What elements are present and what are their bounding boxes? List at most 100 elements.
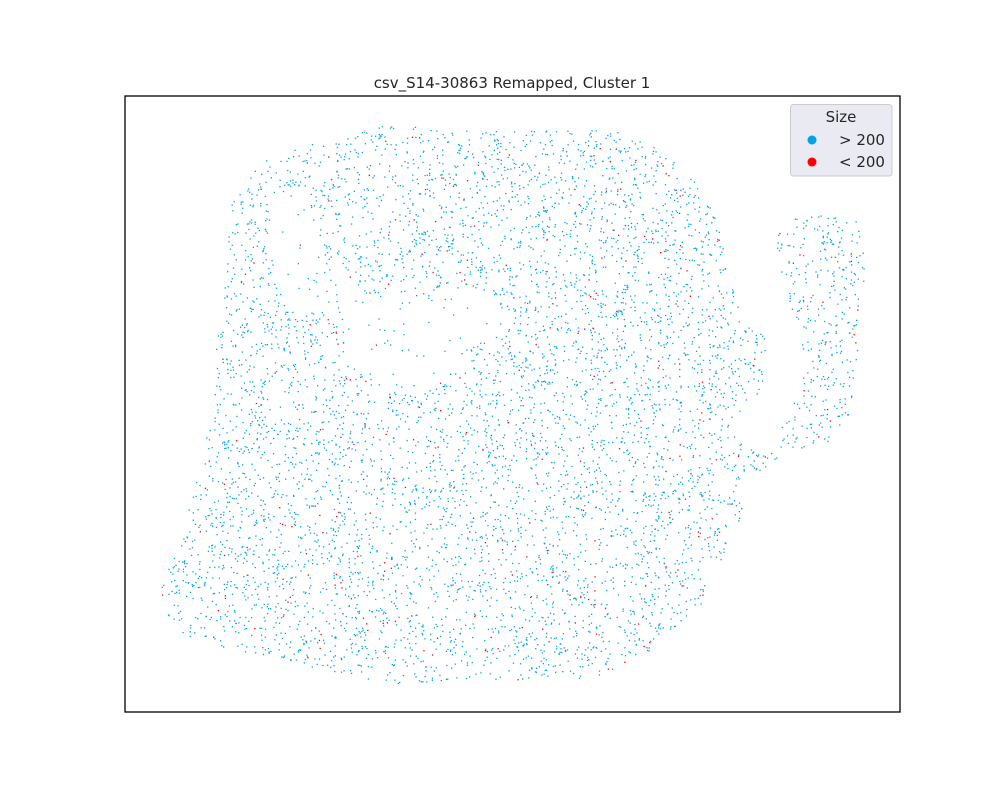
- point-over-200: [642, 616, 644, 618]
- point-over-200: [280, 607, 282, 610]
- point-over-200: [806, 436, 808, 439]
- point-over-200: [337, 563, 339, 565]
- point-over-200: [446, 385, 448, 387]
- point-over-200: [634, 161, 636, 164]
- point-over-200: [251, 608, 253, 610]
- point-over-200: [246, 324, 248, 326]
- point-over-200: [401, 386, 403, 388]
- point-over-200: [466, 307, 469, 309]
- point-over-200: [723, 367, 725, 369]
- point-over-200: [194, 523, 196, 525]
- point-over-200: [404, 421, 407, 423]
- point-over-200: [277, 559, 279, 561]
- point-over-200: [266, 368, 268, 370]
- point-over-200: [267, 211, 269, 213]
- point-over-200: [658, 518, 660, 520]
- point-over-200: [429, 462, 431, 464]
- point-over-200: [625, 408, 627, 410]
- point-over-200: [676, 211, 678, 214]
- point-over-200: [429, 261, 431, 263]
- point-over-200: [466, 404, 468, 406]
- point-over-200: [450, 243, 453, 245]
- point-over-200: [210, 587, 212, 589]
- point-over-200: [251, 513, 253, 516]
- point-over-200: [743, 465, 745, 467]
- point-over-200: [471, 390, 473, 392]
- point-over-200: [423, 412, 425, 414]
- point-over-200: [820, 422, 822, 424]
- point-over-200: [248, 620, 250, 622]
- point-over-200: [241, 514, 243, 516]
- point-over-200: [482, 511, 484, 514]
- point-over-200: [426, 446, 428, 448]
- point-over-200: [498, 559, 500, 561]
- point-over-200: [690, 528, 692, 530]
- point-over-200: [790, 272, 793, 274]
- point-over-200: [292, 364, 295, 366]
- point-over-200: [730, 337, 732, 339]
- point-over-200: [584, 185, 586, 187]
- point-over-200: [250, 408, 252, 411]
- point-over-200: [709, 207, 711, 209]
- point-over-200: [245, 488, 247, 490]
- point-over-200: [485, 513, 487, 515]
- point-over-200: [315, 189, 317, 192]
- point-under-200: [282, 578, 284, 580]
- point-over-200: [675, 210, 677, 212]
- point-over-200: [337, 159, 339, 162]
- point-over-200: [471, 403, 473, 405]
- point-over-200: [260, 202, 262, 205]
- point-over-200: [276, 478, 278, 480]
- point-over-200: [444, 234, 446, 236]
- point-over-200: [367, 211, 369, 213]
- point-over-200: [545, 506, 548, 508]
- point-over-200: [701, 371, 703, 373]
- point-under-200: [394, 219, 397, 221]
- point-over-200: [457, 152, 459, 154]
- point-over-200: [653, 476, 655, 478]
- point-over-200: [576, 241, 579, 243]
- point-over-200: [186, 595, 188, 597]
- point-over-200: [220, 551, 222, 553]
- point-over-200: [495, 395, 497, 397]
- point-over-200: [247, 188, 250, 190]
- point-over-200: [334, 361, 336, 364]
- point-over-200: [582, 515, 585, 518]
- point-over-200: [678, 429, 680, 431]
- point-over-200: [423, 293, 425, 295]
- point-over-200: [619, 480, 622, 482]
- point-under-200: [320, 633, 322, 636]
- point-over-200: [633, 478, 635, 481]
- point-over-200: [614, 182, 616, 184]
- point-over-200: [615, 558, 617, 560]
- point-over-200: [355, 627, 358, 629]
- point-over-200: [253, 301, 255, 303]
- point-over-200: [632, 184, 635, 186]
- point-over-200: [190, 627, 192, 629]
- point-over-200: [454, 500, 456, 503]
- point-under-200: [601, 257, 603, 259]
- point-over-200: [573, 498, 575, 500]
- point-over-200: [578, 177, 580, 179]
- point-over-200: [256, 522, 258, 525]
- point-over-200: [658, 365, 661, 367]
- point-over-200: [242, 472, 244, 474]
- point-over-200: [580, 289, 582, 292]
- point-over-200: [801, 425, 803, 427]
- point-over-200: [161, 586, 163, 588]
- point-over-200: [396, 563, 398, 565]
- point-over-200: [831, 354, 833, 356]
- point-over-200: [304, 350, 306, 352]
- point-over-200: [689, 445, 691, 447]
- point-over-200: [591, 483, 594, 486]
- point-over-200: [478, 582, 480, 584]
- point-over-200: [382, 500, 384, 503]
- point-over-200: [274, 554, 276, 556]
- point-over-200: [676, 300, 678, 302]
- point-over-200: [237, 231, 239, 234]
- point-over-200: [475, 384, 478, 386]
- point-over-200: [653, 147, 655, 149]
- point-over-200: [488, 403, 490, 405]
- point-over-200: [625, 170, 628, 172]
- point-over-200: [323, 185, 325, 187]
